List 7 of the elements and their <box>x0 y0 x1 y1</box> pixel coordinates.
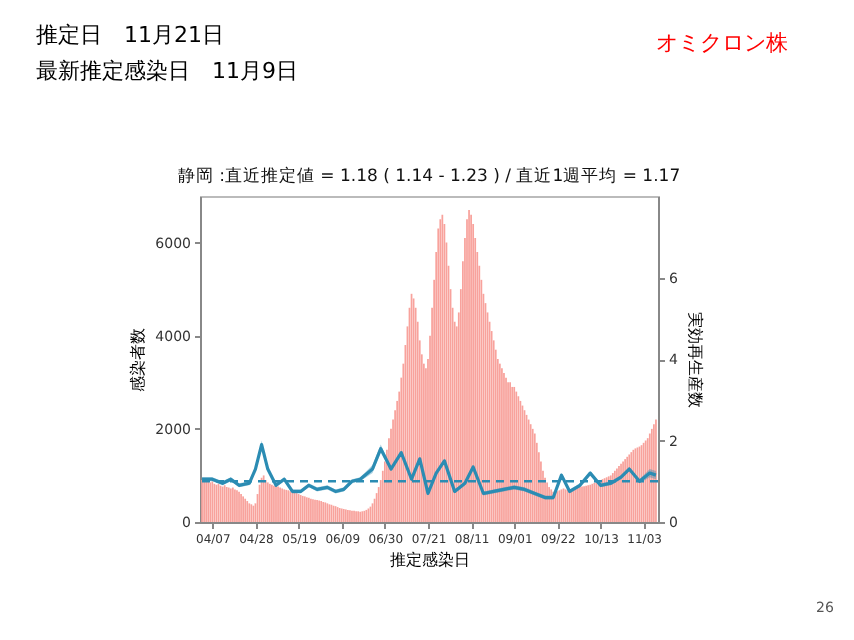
x-axis-title: 推定感染日 <box>390 551 470 569</box>
text: 推定日 11月21日 <box>36 20 224 50</box>
text: 最新推定感染日 11月9日 <box>36 56 298 86</box>
y-axis-title: 感染者数 <box>129 328 148 392</box>
chart-title: 静岡 :直近推定値 = 1.18 ( 1.14 - 1.23 ) / 直近1週平均 = 1.17 <box>177 165 681 187</box>
text: オミクロン株 <box>656 28 788 58</box>
y2-axis-title: 実効再生産数 <box>685 312 704 408</box>
